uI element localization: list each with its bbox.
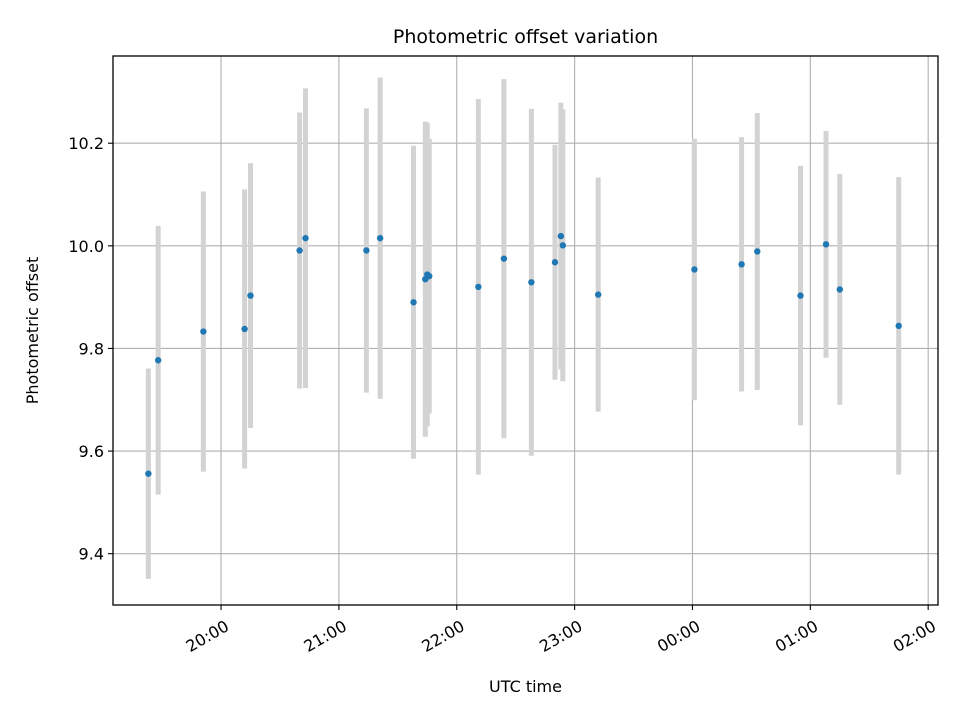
data-point — [475, 283, 482, 291]
data-point — [426, 272, 433, 280]
data-point — [247, 292, 254, 299]
plot-frame — [112, 55, 939, 606]
data-point — [797, 292, 804, 299]
data-point — [500, 255, 508, 262]
data-point — [557, 232, 565, 240]
x-tick-label: 23:00 — [536, 616, 585, 656]
data-point — [551, 259, 559, 266]
data-point — [376, 234, 384, 242]
data-point — [145, 470, 152, 477]
data-point — [559, 242, 567, 249]
data-point — [738, 261, 745, 268]
data-point — [363, 247, 370, 254]
x-tick-label: 22:00 — [418, 616, 467, 656]
x-tick-label: 00:00 — [654, 616, 703, 656]
y-tick-label: 9.6 — [79, 442, 104, 461]
grid — [113, 56, 938, 605]
x-tick-label: 21:00 — [300, 616, 349, 656]
data-point — [691, 266, 698, 273]
y-tick-label: 10.2 — [68, 134, 104, 153]
x-tick-label: 01:00 — [772, 616, 821, 656]
x-axis-title: UTC time — [489, 677, 562, 696]
x-tick-label: 02:00 — [890, 616, 939, 656]
data-point — [154, 357, 162, 364]
data-point — [241, 325, 248, 333]
y-tick-label: 10.0 — [68, 237, 104, 256]
data-point — [895, 322, 902, 330]
y-tick-label: 9.4 — [79, 545, 104, 564]
data-point — [754, 248, 761, 255]
chart-title: Photometric offset variation — [393, 26, 658, 48]
data-point — [822, 241, 830, 248]
data-point — [200, 328, 207, 335]
data-point — [296, 247, 303, 254]
y-tick-label: 9.8 — [79, 339, 104, 358]
data-points — [145, 232, 902, 477]
data-point — [594, 291, 602, 298]
y-axis-title: Photometric offset — [23, 257, 42, 405]
data-point — [302, 234, 309, 242]
data-point — [410, 299, 417, 306]
x-tick-label: 20:00 — [183, 616, 232, 656]
error-bars — [145, 77, 902, 579]
data-point — [528, 279, 535, 286]
data-point — [836, 286, 843, 293]
